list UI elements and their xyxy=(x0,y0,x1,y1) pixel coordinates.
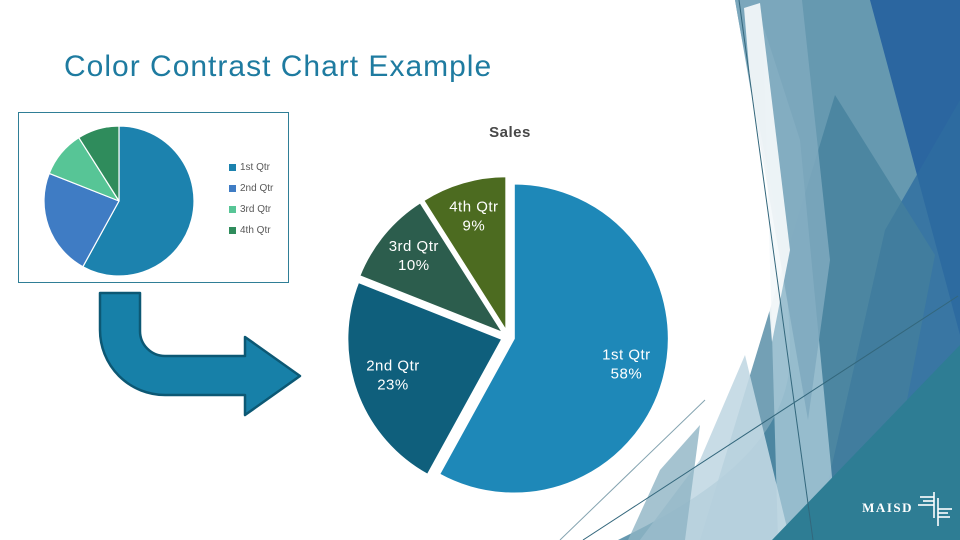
pie-data-label: 4th Qtr 9% xyxy=(449,199,498,235)
decor-bottom-sliver xyxy=(628,425,700,540)
maisd-logo: MAISD xyxy=(862,488,952,528)
pie-slice-3rd-qtr xyxy=(358,201,505,335)
legend-swatch xyxy=(229,227,236,234)
maisd-logo-text: MAISD xyxy=(862,500,913,515)
legend-label: 4th Qtr xyxy=(240,225,271,236)
pie-slice-4th-qtr xyxy=(78,125,120,202)
legend-item: 1st Qtr xyxy=(229,157,273,178)
legend-swatch xyxy=(229,164,236,171)
sales-chart-title: Sales xyxy=(489,124,531,141)
pie-data-label: 3rd Qtr 10% xyxy=(389,238,439,274)
sales-pie-chart[interactable]: 1st Qtr 58% 2nd Qtr 23% 3rd Qtr 10% 4th Qtr 9% xyxy=(320,130,700,530)
thumbnail-legend: 1st Qtr 2nd Qtr 3rd Qtr 4th Qtr xyxy=(229,157,273,241)
legend-item: 3rd Qtr xyxy=(229,199,273,220)
legend-label: 2nd Qtr xyxy=(240,183,274,194)
decor-teal-corner xyxy=(772,345,960,540)
decor-line-short xyxy=(559,399,706,540)
pie-slice-1st-qtr xyxy=(82,125,195,277)
pie-slice-1st-qtr xyxy=(438,182,670,495)
pie-slice-2nd-qtr xyxy=(346,280,504,476)
slide-title: Color Contrast Chart Example xyxy=(64,50,493,83)
pie-data-label: 1st Qtr 58% xyxy=(602,346,651,382)
legend-label: 3rd Qtr xyxy=(240,204,272,215)
maisd-logo-glyph xyxy=(918,492,952,526)
decor-line-shallow xyxy=(582,295,959,540)
legend-swatch xyxy=(229,206,236,213)
thumbnail-chart-box[interactable]: 1st Qtr 2nd Qtr 3rd Qtr 4th Qtr xyxy=(18,112,289,283)
bent-arrow-shape[interactable] xyxy=(98,291,302,417)
pie-slice-2nd-qtr xyxy=(43,172,120,268)
decor-white-sliver xyxy=(744,3,790,342)
legend-item: 4th Qtr xyxy=(229,220,273,241)
legend-swatch xyxy=(229,185,236,192)
legend-item: 2nd Qtr xyxy=(229,178,273,199)
decor-line-steep xyxy=(738,0,814,540)
pie-slice-4th-qtr xyxy=(422,175,508,333)
maisd-logo-icon xyxy=(918,492,952,526)
legend-label: 1st Qtr xyxy=(240,162,271,173)
thumbnail-pie-chart xyxy=(43,125,195,277)
pie-data-label: 2nd Qtr 23% xyxy=(366,357,420,393)
